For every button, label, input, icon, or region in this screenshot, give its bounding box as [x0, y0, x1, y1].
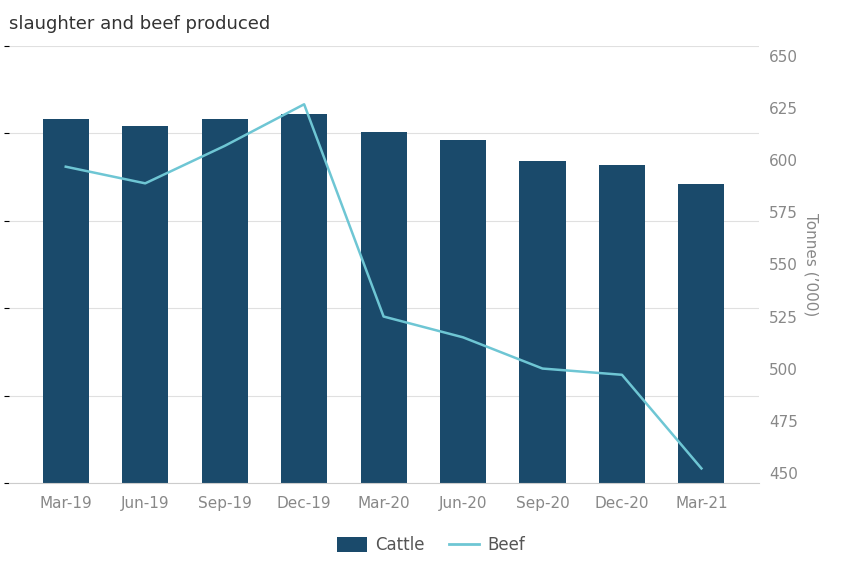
Bar — [598, 165, 644, 483]
Y-axis label: Tonnes (’000): Tonnes (’000) — [802, 213, 818, 316]
Bar — [201, 120, 247, 483]
Bar — [678, 184, 723, 483]
Legend: Cattle, Beef: Cattle, Beef — [330, 530, 531, 561]
Bar — [519, 162, 565, 483]
Bar — [439, 140, 486, 483]
Bar — [360, 132, 406, 483]
Bar — [122, 126, 168, 483]
Bar — [43, 120, 89, 483]
Text: slaughter and beef produced: slaughter and beef produced — [9, 16, 269, 33]
Bar — [281, 114, 327, 483]
